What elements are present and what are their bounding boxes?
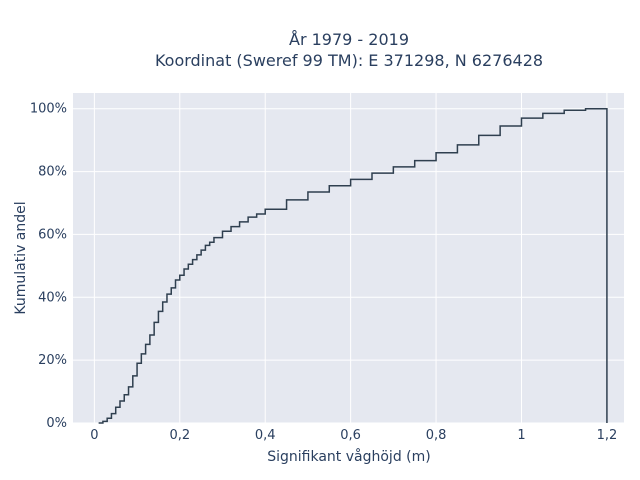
- chart-title-line-2: Koordinat (Sweref 99 TM): E 371298, N 62…: [155, 51, 543, 70]
- x-tick-label: 0,8: [426, 428, 447, 443]
- y-tick-label: 60%: [38, 227, 67, 242]
- x-tick-labels: 0 0,2 0,4 0,6 0,8 1 1,2: [90, 428, 617, 443]
- y-tick-label: 20%: [38, 353, 67, 368]
- y-tick-label: 100%: [30, 102, 67, 117]
- grid: [73, 93, 624, 424]
- plot-background: [73, 93, 624, 423]
- x-tick-label: 0: [90, 428, 98, 443]
- x-tick-label: 0,2: [169, 428, 190, 443]
- x-tick-label: 0,4: [255, 428, 276, 443]
- y-axis-title: Kumulativ andel: [13, 201, 29, 314]
- chart-title-line-1: År 1979 - 2019: [289, 30, 409, 49]
- x-tick-label: 0,6: [340, 428, 361, 443]
- y-tick-label: 80%: [38, 165, 67, 180]
- y-tick-label: 0%: [46, 416, 67, 431]
- x-axis-title: Signifikant våghöjd (m): [267, 448, 430, 465]
- y-tick-label: 40%: [38, 290, 67, 305]
- ecdf-line: [98, 107, 608, 424]
- x-tick-label: 1: [517, 428, 525, 443]
- y-tick-labels: 0% 20% 40% 60% 80% 100%: [30, 102, 67, 431]
- x-tick-label: 1,2: [597, 428, 618, 443]
